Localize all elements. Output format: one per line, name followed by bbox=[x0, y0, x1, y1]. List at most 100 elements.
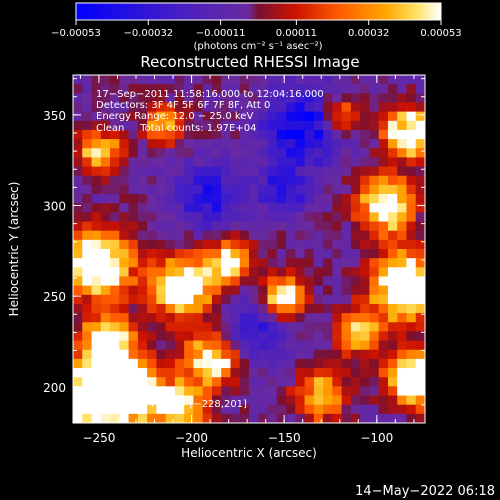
heatmap-cell bbox=[91, 184, 102, 195]
heatmap-cell bbox=[313, 395, 324, 406]
heatmap-cell bbox=[406, 166, 417, 177]
heatmap-cell bbox=[193, 349, 204, 360]
heatmap-cell bbox=[239, 313, 250, 323]
heatmap-cell bbox=[369, 313, 380, 323]
heatmap-cell bbox=[100, 139, 111, 149]
heatmap-cell bbox=[184, 75, 195, 85]
heatmap-cell bbox=[258, 340, 269, 351]
heatmap-cell bbox=[73, 358, 83, 369]
heatmap-cell bbox=[387, 368, 398, 378]
heatmap-cell bbox=[147, 386, 157, 397]
heatmap-cell bbox=[230, 157, 241, 168]
annotation-time-range: 17−Sep−2011 11:58:16.000 to 12:04:16.000 bbox=[96, 89, 324, 100]
heatmap-cell bbox=[174, 184, 185, 195]
heatmap-cell bbox=[350, 377, 361, 387]
heatmap-cell bbox=[147, 377, 157, 387]
heatmap-cell bbox=[406, 139, 417, 149]
heatmap-cell bbox=[82, 285, 93, 296]
heatmap-cell bbox=[73, 166, 83, 177]
heatmap-cell bbox=[350, 267, 361, 278]
heatmap-cell bbox=[174, 404, 185, 415]
heatmap-cell bbox=[239, 212, 250, 223]
heatmap-cell bbox=[184, 194, 195, 204]
heatmap-cell bbox=[100, 120, 111, 131]
heatmap-cell bbox=[82, 75, 93, 85]
heatmap-cell bbox=[156, 175, 167, 186]
heatmap-cell bbox=[387, 230, 398, 241]
heatmap-cell bbox=[267, 166, 278, 177]
heatmap-cell bbox=[276, 212, 287, 223]
heatmap-cell bbox=[91, 276, 102, 287]
heatmap-cell bbox=[147, 276, 157, 287]
heatmap-cell bbox=[276, 331, 287, 342]
heatmap-cell bbox=[267, 157, 278, 168]
heatmap-cell bbox=[110, 294, 120, 305]
x-tick-label: −250 bbox=[82, 431, 115, 445]
heatmap-cell bbox=[137, 157, 148, 168]
heatmap-cell bbox=[202, 303, 213, 314]
heatmap-cell bbox=[119, 368, 130, 378]
heatmap-cell bbox=[110, 249, 120, 259]
heatmap-cell bbox=[110, 349, 120, 360]
heatmap-cell bbox=[230, 203, 241, 213]
heatmap-cell bbox=[360, 340, 371, 351]
heatmap-cell bbox=[276, 276, 287, 287]
heatmap-cell bbox=[406, 120, 417, 131]
heatmap-cell bbox=[156, 111, 167, 122]
heatmap-cell bbox=[82, 395, 93, 406]
heatmap-cell bbox=[286, 230, 296, 241]
heatmap-cell bbox=[369, 230, 380, 241]
heatmap-cell bbox=[286, 212, 296, 223]
heatmap-cell bbox=[239, 276, 250, 287]
heatmap-cell bbox=[276, 166, 287, 177]
heatmap-cell bbox=[295, 386, 306, 397]
heatmap-cell bbox=[267, 239, 278, 250]
heatmap-cell bbox=[193, 157, 204, 168]
heatmap-cell bbox=[73, 322, 83, 333]
heatmap-cell bbox=[341, 285, 352, 296]
heatmap-cell bbox=[313, 258, 324, 268]
heatmap-cell bbox=[341, 102, 352, 113]
heatmap-cell bbox=[73, 258, 83, 268]
heatmap-cell bbox=[341, 386, 352, 397]
heatmap-cell bbox=[156, 184, 167, 195]
heatmap-cell bbox=[397, 221, 408, 232]
heatmap-cell bbox=[276, 203, 287, 213]
heatmap-cell bbox=[415, 285, 425, 296]
heatmap-cell bbox=[369, 349, 380, 360]
heatmap-cell bbox=[360, 111, 371, 122]
heatmap-cell bbox=[323, 395, 333, 406]
annotation-detectors: Detectors: 3F 4F 5F 6F 7F 8F, Att 0 bbox=[96, 100, 270, 111]
heatmap-cell bbox=[249, 413, 259, 423]
heatmap-cell bbox=[286, 358, 296, 369]
heatmap-cell bbox=[267, 184, 278, 195]
heatmap-cell bbox=[73, 102, 83, 113]
heatmap-cell bbox=[184, 267, 195, 278]
heatmap-cell bbox=[341, 395, 352, 406]
heatmap-cell bbox=[406, 194, 417, 204]
heatmap-cell bbox=[82, 148, 93, 159]
heatmap-cell bbox=[313, 404, 324, 415]
heatmap-cell bbox=[360, 239, 371, 250]
heatmap-cell bbox=[128, 322, 139, 333]
heatmap-cell bbox=[128, 148, 139, 159]
heatmap-cell bbox=[350, 129, 361, 140]
heatmap-cell bbox=[286, 239, 296, 250]
heatmap-cell bbox=[137, 395, 148, 406]
heatmap-cell bbox=[304, 212, 315, 223]
heatmap-cell bbox=[202, 184, 213, 195]
heatmap-cell bbox=[360, 203, 371, 213]
heatmap-cell bbox=[249, 93, 259, 104]
heatmap-cell bbox=[91, 157, 102, 168]
heatmap-cell bbox=[147, 258, 157, 268]
heatmap-cell bbox=[415, 267, 425, 278]
heatmap-cell bbox=[249, 349, 259, 360]
heatmap-cell bbox=[165, 313, 176, 323]
heatmap-cell bbox=[267, 230, 278, 241]
heatmap-cell bbox=[332, 239, 343, 250]
heatmap-cell bbox=[249, 157, 259, 168]
heatmap-cell bbox=[332, 75, 343, 85]
heatmap-cell bbox=[350, 249, 361, 259]
heatmap-cell bbox=[147, 111, 157, 122]
heatmap-cell bbox=[276, 349, 287, 360]
